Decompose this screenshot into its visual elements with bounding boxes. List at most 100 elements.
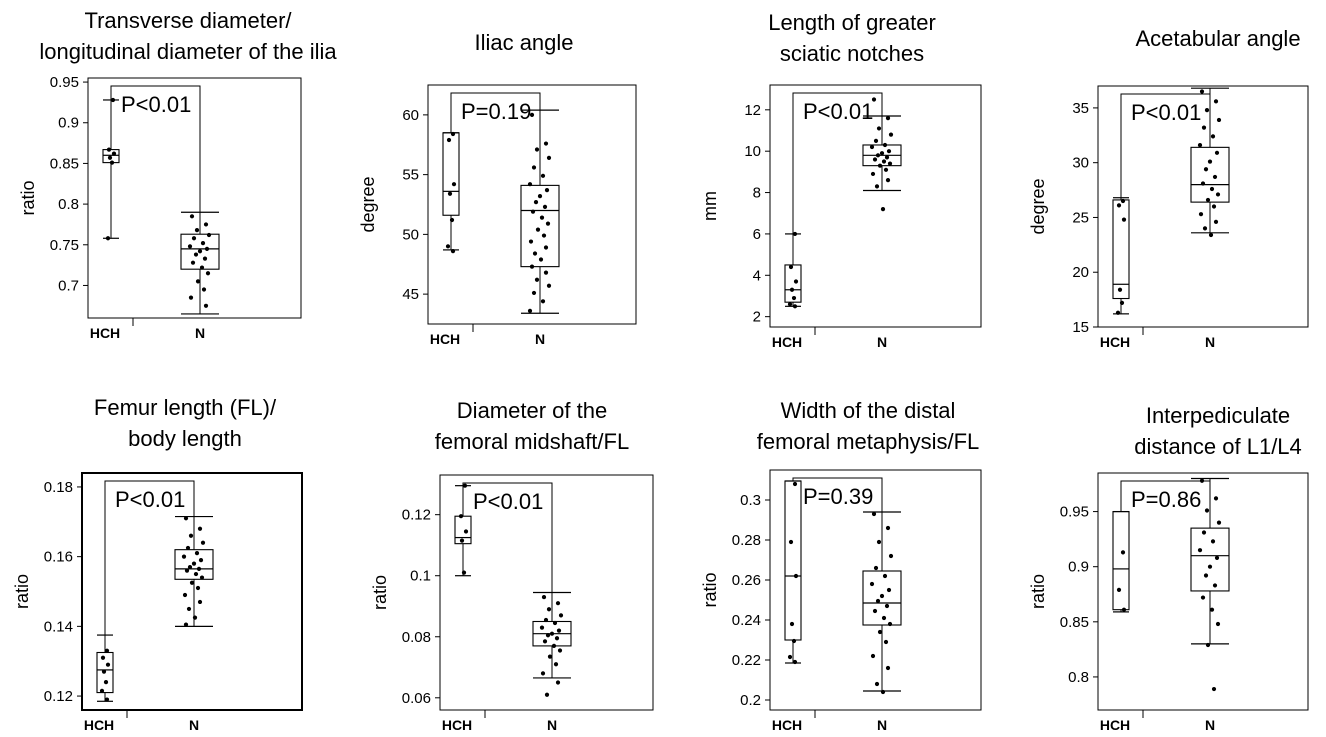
box-hch [96, 634, 114, 702]
data-point [791, 638, 797, 644]
panel-7: Width of the distal femoral metaphysis/FL… [700, 398, 982, 733]
y-tick-label: 0.12 [402, 507, 431, 524]
data-point [1211, 686, 1217, 692]
data-point [557, 648, 563, 653]
data-point [791, 295, 797, 301]
p-value-label: P=0.19 [461, 99, 531, 124]
x-category-label: N [877, 717, 887, 733]
data-point [450, 249, 456, 254]
data-point [555, 601, 561, 606]
data-point [541, 594, 547, 600]
box-iqr [520, 184, 560, 268]
box-hch [102, 97, 120, 241]
data-point [880, 207, 886, 212]
data-point [527, 182, 533, 187]
data-point [885, 665, 891, 671]
data-point [106, 147, 112, 152]
data-point [191, 236, 197, 241]
y-axis-label: ratio [1028, 574, 1048, 609]
data-point [1201, 125, 1207, 130]
data-point [1120, 550, 1126, 555]
data-point [205, 271, 211, 276]
data-point [197, 599, 203, 605]
y-axis-label: mm [700, 191, 720, 221]
data-point [887, 621, 893, 627]
data-point [101, 669, 107, 674]
data-point [99, 688, 105, 693]
y-tick-label: 0.18 [44, 479, 73, 496]
data-point [554, 636, 560, 641]
significance-bracket [1120, 478, 1211, 512]
data-point [792, 304, 798, 309]
plot-frame [769, 84, 982, 328]
data-point [1214, 555, 1220, 560]
significance-bracket [792, 92, 883, 234]
data-point [555, 680, 561, 685]
p-value-label: P<0.01 [1131, 100, 1201, 125]
data-point [531, 290, 537, 296]
y-tick-label: 6 [753, 226, 761, 243]
significance-bracket [792, 477, 883, 512]
data-point [1212, 583, 1218, 588]
panel-4: Acetabular angle 35 30 25 20 15 degree HCH N P<0.… [1028, 26, 1309, 350]
data-point [872, 157, 878, 162]
data-point [192, 615, 198, 620]
data-point [531, 165, 537, 170]
y-tick-label: 0.9 [1068, 559, 1089, 576]
data-point [792, 659, 798, 665]
plot-frame [427, 84, 637, 325]
significance-bracket [450, 92, 541, 133]
data-point [104, 648, 110, 653]
y-tick-label: 50 [402, 226, 419, 243]
data-point [193, 252, 199, 257]
data-point [543, 617, 549, 623]
box-iqr [442, 132, 460, 216]
data-point [1116, 587, 1122, 592]
box-iqr [174, 549, 214, 580]
data-point [450, 131, 456, 137]
box-n [862, 511, 902, 695]
data-point [185, 545, 191, 551]
plot-frame [81, 472, 303, 711]
data-point [532, 251, 538, 256]
data-point [1198, 212, 1204, 217]
panel-8: Interpediculate distance of L1/L4 0.95 0.9 0… [1028, 403, 1309, 733]
panel-title: Diameter of the [457, 398, 607, 423]
data-point [875, 153, 881, 158]
data-point [109, 160, 115, 165]
y-axis-label: degree [358, 176, 378, 232]
data-point [792, 231, 798, 237]
box-hch [1112, 197, 1130, 315]
data-point [538, 257, 544, 262]
x-category-label: HCH [442, 717, 472, 733]
panel-title: sciatic notches [780, 41, 924, 66]
y-axis-label: ratio [370, 575, 390, 610]
y-axis-label: ratio [18, 180, 38, 215]
data-point [884, 155, 890, 160]
box-n [174, 515, 214, 627]
data-point [1213, 99, 1219, 104]
p-value-label: P=0.86 [1131, 487, 1201, 512]
data-point [1215, 621, 1221, 627]
data-point [543, 141, 549, 146]
box-hch [442, 131, 460, 254]
data-point [553, 662, 559, 667]
data-point [884, 603, 890, 609]
data-point [869, 581, 875, 587]
x-category-label: HCH [1100, 334, 1130, 350]
panel-title: distance of L1/L4 [1134, 434, 1302, 459]
panel-title: Width of the distal [781, 398, 956, 423]
data-point [462, 483, 468, 488]
plot-frame [769, 469, 982, 711]
y-tick-label: 55 [402, 167, 419, 184]
data-point [199, 575, 205, 580]
y-tick-label: 4 [753, 267, 761, 284]
data-point [196, 566, 202, 571]
data-point [549, 631, 555, 636]
data-point [788, 264, 794, 270]
panel-title: femoral midshaft/FL [435, 429, 629, 454]
data-point [879, 593, 885, 599]
data-point [543, 245, 549, 250]
data-point [1203, 573, 1209, 578]
x-category-label: HCH [90, 325, 120, 341]
